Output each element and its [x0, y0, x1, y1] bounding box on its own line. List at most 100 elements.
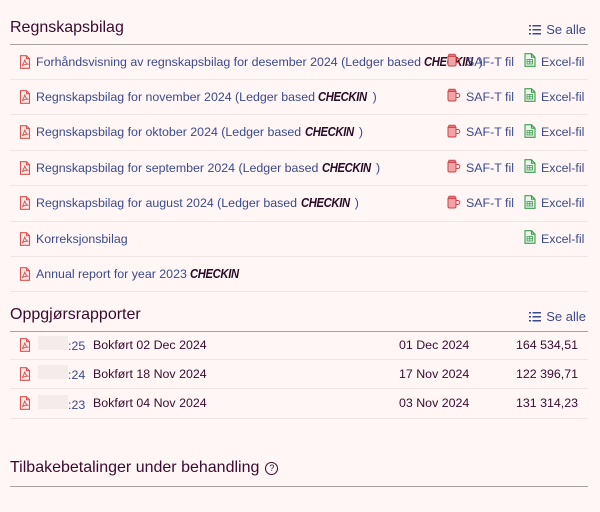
settlement-booked: Bokført 02 Dec 2024: [93, 337, 207, 352]
question-circle-icon[interactable]: ?: [265, 461, 279, 475]
ledger-document-text: Annual report for year 2023: [36, 266, 191, 281]
settlement-see-all-label: Se alle: [546, 309, 586, 324]
ledger-document-link[interactable]: Forhåndsvisning av regnskapsbilag for de…: [36, 55, 483, 69]
pdf-file-icon: [18, 125, 32, 140]
saft-label: SAF-T fil: [466, 125, 514, 140]
excel-download-link[interactable]: Excel-fil: [524, 159, 584, 176]
redacted-id: [38, 336, 68, 350]
settlement-row: :24 Bokført 18 Nov 2024 17 Nov 2024 122 396…: [10, 359, 588, 390]
ledger-row: Annual report for year 2023 CHECKIN: [10, 256, 588, 293]
ledger-row: Korreksjonsbilag Excel-fil: [10, 221, 588, 257]
saft-jug-icon: [446, 159, 466, 176]
refunds-section-title: Tilbakebetalinger under behandling: [10, 459, 260, 476]
ledger-document-link[interactable]: Regnskapsbilag for oktober 2024 (Ledger …: [36, 125, 363, 139]
excel-file-icon: [524, 88, 541, 105]
ledger-document-link[interactable]: Regnskapsbilag for september 2024 (Ledge…: [36, 161, 380, 175]
settlement-date: 03 Nov 2024: [399, 396, 470, 411]
ledger-row: Regnskapsbilag for august 2024 (Ledger b…: [10, 186, 588, 222]
pdf-file-icon: [18, 231, 32, 246]
settlement-section-header: Oppgjørsrapporter Se alle: [10, 306, 588, 332]
pdf-file-icon: [18, 90, 32, 104]
settlement-see-all-link[interactable]: Se alle: [529, 309, 586, 324]
excel-label: Excel-fil: [541, 125, 585, 140]
settlement-report-link[interactable]: :23: [36, 394, 86, 412]
ledger-row: Regnskapsbilag for oktober 2024 (Ledger …: [10, 115, 588, 151]
checkin-brand: CHECKIN: [304, 125, 354, 140]
pdf-file-icon: [18, 337, 32, 352]
saft-jug-icon: [446, 53, 466, 70]
ledger-document-text: Regnskapsbilag for september 2024 (Ledge…: [36, 160, 322, 175]
ledger-document-text: Regnskapsbilag for august 2024 (Ledger b…: [36, 196, 301, 211]
settlement-section-title: Oppgjørsrapporter: [10, 306, 141, 323]
pdf-file-icon: [18, 267, 32, 281]
settlement-booked: Bokført 04 Nov 2024: [93, 396, 207, 411]
ledger-document-link[interactable]: Regnskapsbilag for november 2024 (Ledger…: [36, 90, 377, 104]
settlement-booked: Bokført 18 Nov 2024: [93, 366, 207, 381]
saft-download-link[interactable]: SAF-T fil: [446, 53, 514, 70]
ledger-document-link[interactable]: Korreksjonsbilag: [36, 232, 128, 246]
ledger-document-text: Regnskapsbilag for november 2024 (Ledger…: [36, 89, 319, 104]
saft-jug-icon: [446, 124, 466, 141]
excel-label: Excel-fil: [541, 160, 585, 175]
excel-file-icon: [524, 230, 541, 247]
list-icon: [529, 24, 542, 34]
ledger-document-close: ): [358, 125, 363, 140]
checkin-brand: CHECKIN: [321, 160, 371, 175]
excel-label: Excel-fil: [541, 196, 585, 211]
settlement-id: :25: [68, 339, 86, 353]
excel-download-link[interactable]: Excel-fil: [524, 88, 584, 105]
settlement-amount: 164 534,51: [515, 337, 578, 352]
list-icon: [529, 311, 542, 321]
ledger-see-all-label: Se alle: [546, 22, 586, 37]
excel-file-icon: [524, 53, 541, 70]
pdf-file-icon: [18, 396, 32, 410]
ledger-see-all-link[interactable]: Se alle: [529, 22, 586, 37]
saft-download-link[interactable]: SAF-T fil: [446, 124, 514, 141]
saft-jug-icon: [446, 195, 466, 212]
excel-file-icon: [524, 159, 541, 176]
excel-label: Excel-fil: [541, 54, 585, 69]
excel-label: Excel-fil: [541, 231, 585, 246]
ledger-document-link[interactable]: Annual report for year 2023 CHECKIN: [36, 267, 244, 281]
saft-label: SAF-T fil: [466, 89, 514, 104]
settlement-id: :24: [68, 368, 86, 383]
ledger-document-close: ): [478, 54, 483, 69]
saft-download-link[interactable]: SAF-T fil: [446, 159, 514, 176]
excel-file-icon: [524, 123, 541, 141]
ledger-document-text: Regnskapsbilag for oktober 2024 (Ledger …: [36, 125, 305, 140]
settlement-report-link[interactable]: :24: [36, 365, 85, 382]
settlement-row: :23 Bokført 04 Nov 2024 03 Nov 2024 131 314…: [10, 389, 588, 419]
ledger-row: Regnskapsbilag for november 2024 (Ledger…: [10, 79, 588, 116]
checkin-brand: CHECKIN: [300, 196, 350, 211]
settlement-date: 17 Nov 2024: [399, 366, 470, 381]
redacted-id: [38, 394, 68, 409]
ledger-document-text: Forhåndsvisning av regnskapsbilag for de…: [36, 54, 425, 69]
excel-label: Excel-fil: [541, 89, 585, 104]
settlement-amount: 122 396,71: [515, 366, 578, 381]
saft-label: SAF-T fil: [466, 160, 514, 175]
ledger-document-close: ): [376, 160, 381, 175]
excel-file-icon: [524, 194, 541, 212]
pdf-file-icon: [18, 366, 32, 381]
excel-download-link[interactable]: Excel-fil: [524, 53, 584, 70]
ledger-document-text: Korreksjonsbilag: [36, 231, 128, 246]
checkin-brand: CHECKIN: [190, 266, 240, 281]
ledger-document-link[interactable]: Regnskapsbilag for august 2024 (Ledger b…: [36, 196, 359, 210]
settlement-amount: 131 314,23: [515, 396, 578, 411]
saft-download-link[interactable]: SAF-T fil: [446, 88, 514, 105]
checkin-brand: CHECKIN: [318, 89, 368, 104]
excel-download-link[interactable]: Excel-fil: [524, 123, 585, 141]
redacted-id: [38, 365, 68, 380]
pdf-file-icon: [18, 196, 32, 210]
excel-download-link[interactable]: Excel-fil: [524, 194, 585, 212]
ledger-document-close: ): [372, 89, 377, 104]
ledger-section-title: Regnskapsbilag: [10, 19, 124, 36]
excel-download-link[interactable]: Excel-fil: [524, 230, 584, 247]
pdf-file-icon: [18, 54, 32, 69]
saft-download-link[interactable]: SAF-T fil: [446, 195, 514, 212]
saft-label: SAF-T fil: [466, 196, 514, 211]
settlement-id: :23: [68, 397, 86, 412]
settlement-report-link[interactable]: :25: [36, 336, 85, 353]
ledger-row: Forhåndsvisning av regnskapsbilag for de…: [10, 44, 588, 80]
saft-jug-icon: [446, 88, 466, 105]
